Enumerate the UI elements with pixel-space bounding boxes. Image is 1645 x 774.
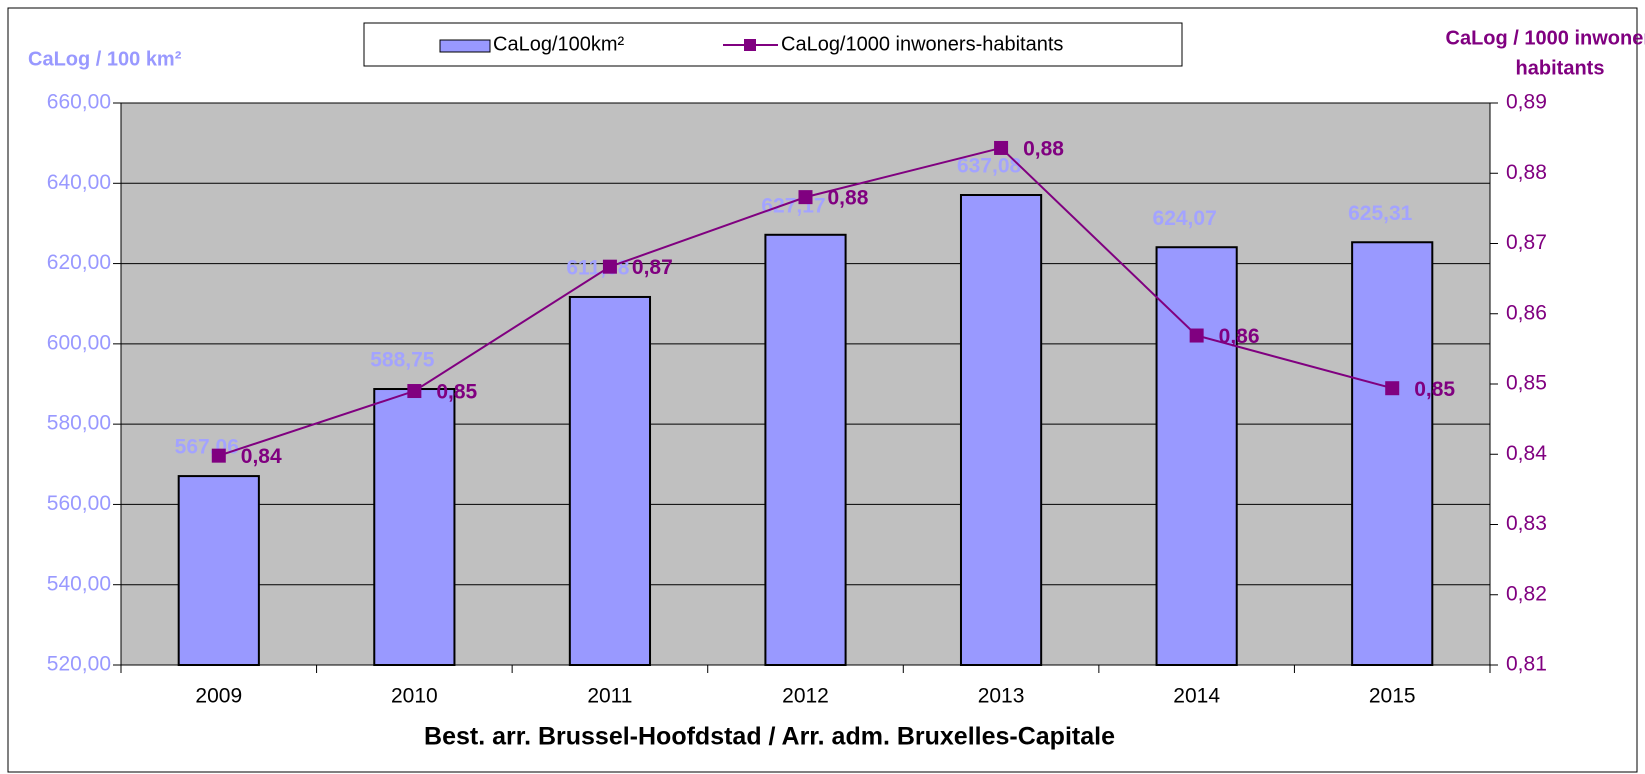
bar-value-label: 588,75	[370, 349, 435, 372]
y2-tick-label: 0,83	[1506, 512, 1547, 535]
y-tick-label: 600,00	[47, 331, 111, 354]
y2-tick-label: 0,82	[1506, 582, 1547, 605]
bar	[1351, 241, 1434, 666]
bar	[1155, 246, 1238, 667]
y-tick-label: 540,00	[47, 572, 111, 595]
bar-value-label: 567,06	[175, 436, 239, 459]
y2-tick-label: 0,88	[1506, 161, 1547, 184]
line-value-label: 0,85	[436, 381, 477, 404]
line-marker	[602, 259, 617, 274]
y2-tick-label: 0,87	[1506, 231, 1547, 254]
y2-axis-title: habitants	[1516, 57, 1605, 79]
y-tick-label: 620,00	[47, 251, 111, 274]
x-tick-label: 2013	[978, 685, 1025, 708]
y-tick-label: 560,00	[47, 492, 111, 515]
bar-value-label: 611,68	[566, 257, 629, 280]
y-tick-label: 580,00	[47, 412, 111, 435]
legend-swatch	[439, 39, 491, 53]
x-tick-label: 2014	[1173, 685, 1220, 708]
bar-value-label: 625,31	[1348, 202, 1413, 225]
x-tick-label: 2012	[782, 685, 829, 708]
y2-tick-label: 0,84	[1506, 442, 1547, 465]
legend-label: CaLog/100km²	[493, 33, 625, 55]
y2-tick-label: 0,86	[1506, 301, 1547, 324]
line-value-label: 0,88	[1023, 138, 1064, 161]
line-marker	[798, 190, 813, 205]
y2-axis-title: CaLog / 1000 inwoners -	[1446, 27, 1645, 49]
bar	[373, 388, 456, 666]
y2-tick-label: 0,85	[1506, 372, 1547, 395]
y2-tick-label: 0,81	[1506, 653, 1547, 676]
x-axis-title: Best. arr. Brussel-Hoofdstad / Arr. adm.…	[424, 723, 1115, 751]
y-tick-label: 640,00	[47, 171, 111, 194]
legend-marker	[744, 39, 756, 51]
bar-value-label: 624,07	[1153, 207, 1217, 230]
line-value-label: 0,86	[1219, 325, 1260, 348]
line-value-label: 0,88	[828, 187, 869, 210]
line-value-label: 0,87	[632, 256, 673, 279]
line-value-label: 0,85	[1414, 378, 1455, 401]
line-marker	[211, 448, 226, 463]
bar	[764, 233, 847, 666]
bar-value-label: 627,17	[761, 194, 825, 217]
line-value-label: 0,84	[241, 445, 282, 468]
y-tick-label: 520,00	[47, 653, 111, 676]
y2-tick-label: 0,89	[1506, 91, 1547, 114]
y-tick-label: 660,00	[47, 91, 111, 114]
legend-label: CaLog/1000 inwoners-habitants	[781, 33, 1063, 55]
x-tick-label: 2015	[1369, 685, 1416, 708]
bar	[568, 295, 652, 666]
x-tick-label: 2009	[195, 685, 242, 708]
x-tick-label: 2011	[587, 685, 632, 708]
bar-value-label: 637,08	[957, 155, 1022, 178]
x-tick-label: 2010	[391, 685, 438, 708]
y-axis-title: CaLog / 100 km²	[28, 48, 182, 70]
line-marker	[1385, 381, 1400, 396]
bar	[959, 194, 1043, 667]
line-marker	[1189, 328, 1204, 343]
bar	[177, 475, 260, 666]
line-marker	[407, 384, 422, 399]
line-marker	[994, 140, 1009, 155]
